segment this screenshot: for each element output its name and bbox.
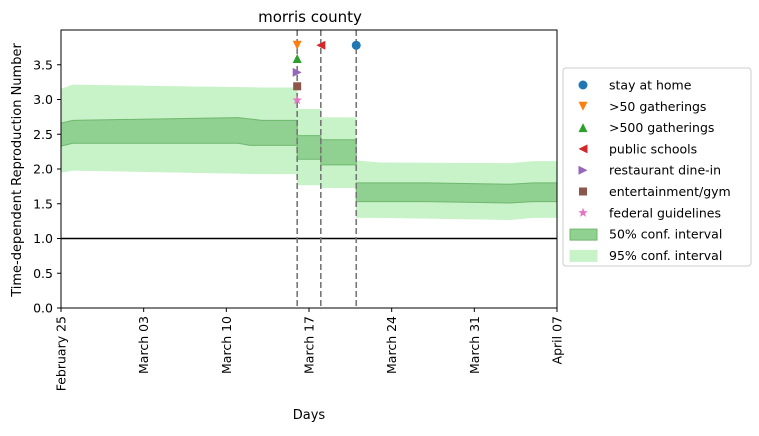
x-tick-label-0: February 25 bbox=[54, 316, 69, 391]
ci50-band-1 bbox=[296, 135, 322, 160]
intervention-marker-federal-guidelines bbox=[292, 95, 302, 105]
legend-label-95-conf-interval: 95% conf. interval bbox=[609, 248, 722, 263]
x-tick-label-6: April 07 bbox=[550, 316, 565, 364]
ci50-band-2 bbox=[320, 139, 357, 166]
y-axis-label: Time-dependent Reproduction Number bbox=[10, 43, 25, 298]
x-tick-label-2: March 10 bbox=[219, 316, 234, 374]
legend-label-public-schools: public schools bbox=[609, 141, 697, 156]
legend-label-federal-guidelines: federal guidelines bbox=[609, 205, 721, 220]
y-tick-label-1: 0.5 bbox=[33, 266, 53, 281]
ci50-band-0 bbox=[60, 117, 298, 147]
legend-patch-95-conf-interval bbox=[569, 249, 598, 262]
legend-patch-50-conf-interval bbox=[569, 228, 598, 241]
legend-label-50-conf-interval: 50% conf. interval bbox=[609, 227, 722, 242]
legend-marker-500-gatherings bbox=[578, 123, 588, 133]
y-tick-label-0: 0.0 bbox=[33, 301, 53, 316]
chart-title: morris county bbox=[258, 8, 362, 26]
legend-label-50-gatherings: >50 gatherings bbox=[609, 99, 706, 114]
intervention-marker-500-gatherings bbox=[292, 54, 302, 63]
legend-marker-restaurant-dine-in bbox=[578, 165, 588, 175]
x-tick-label-3: March 17 bbox=[302, 316, 317, 374]
y-tick-label-7: 3.5 bbox=[33, 57, 53, 72]
legend-box bbox=[562, 67, 752, 267]
legend-marker-entertainment-gym bbox=[579, 187, 587, 196]
y-tick-label-6: 3.0 bbox=[33, 92, 53, 107]
y-tick-label-5: 2.5 bbox=[33, 127, 53, 142]
legend-marker-public-schools bbox=[578, 144, 588, 154]
x-tick-label-5: March 31 bbox=[467, 316, 482, 374]
x-tick-label-1: March 03 bbox=[136, 316, 151, 374]
y-tick-label-2: 1.0 bbox=[33, 231, 53, 246]
intervention-marker-entertainment-gym bbox=[293, 82, 302, 91]
ci50-band-3 bbox=[355, 182, 558, 204]
intervention-marker-50-gatherings bbox=[292, 40, 302, 50]
intervention-marker-restaurant-dine-in bbox=[292, 67, 302, 77]
y-tick-label-3: 1.5 bbox=[33, 196, 53, 211]
legend-label-entertainment-gym: entertainment/gym bbox=[609, 184, 731, 199]
intervention-marker-stay-at-home bbox=[351, 40, 361, 50]
legend-marker-federal-guidelines bbox=[578, 207, 588, 217]
x-axis-label: Days bbox=[293, 408, 326, 423]
x-tick-label-4: March 24 bbox=[384, 316, 399, 374]
legend-label-restaurant-dine-in: restaurant dine-in bbox=[609, 163, 721, 178]
legend-marker-stay-at-home bbox=[578, 80, 588, 90]
intervention-marker-public-schools bbox=[316, 40, 326, 50]
y-tick-label-4: 2.0 bbox=[33, 162, 53, 177]
legend-label-stay-at-home: stay at home bbox=[609, 78, 692, 93]
legend-label-500-gatherings: >500 gatherings bbox=[609, 120, 714, 135]
legend-marker-50-gatherings bbox=[578, 101, 588, 111]
